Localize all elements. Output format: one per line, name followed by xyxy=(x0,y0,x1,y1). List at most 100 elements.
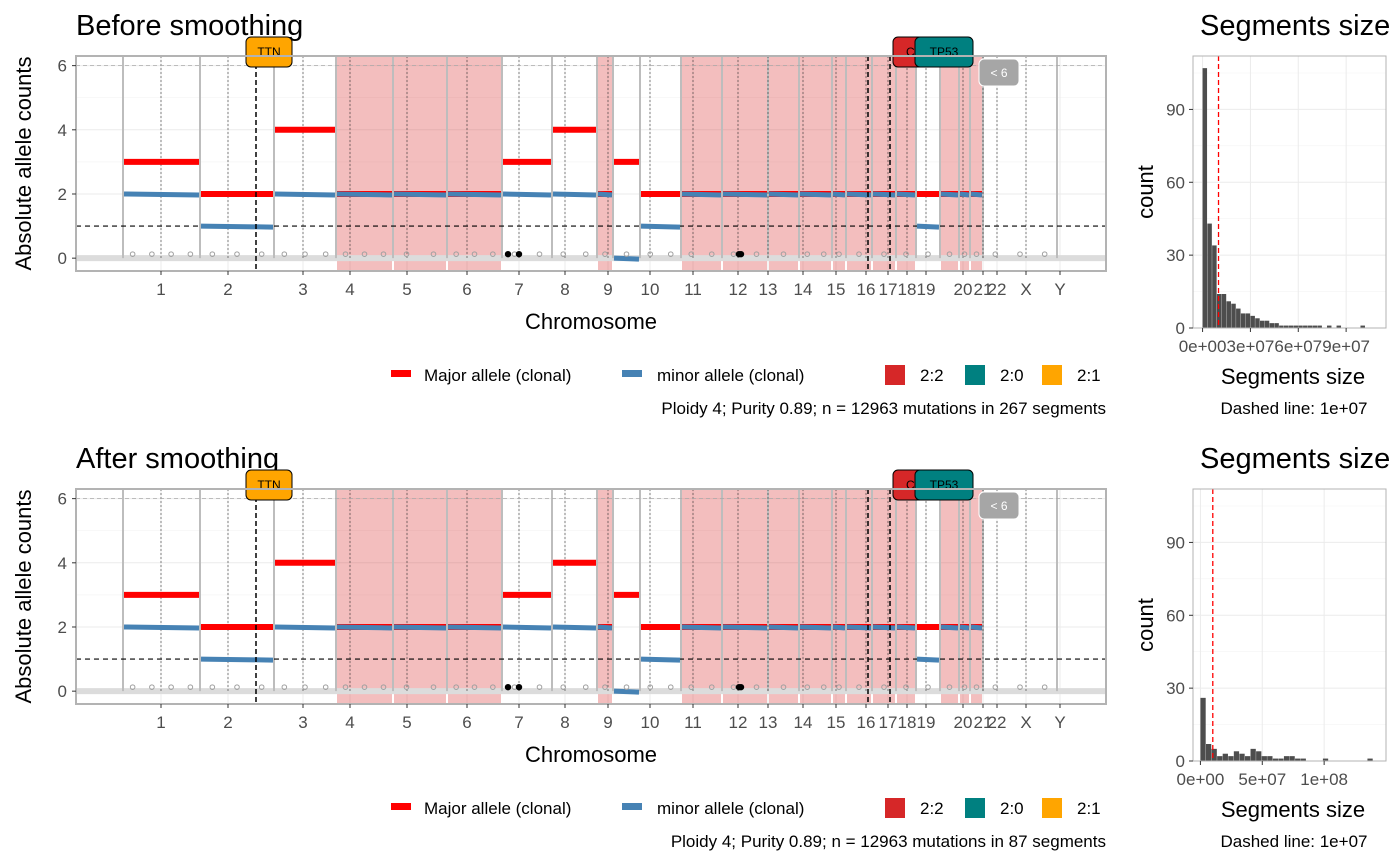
karyotype-region xyxy=(873,56,895,271)
karyotype-region xyxy=(723,56,767,271)
karyotype-region xyxy=(769,56,798,271)
karyotype-region xyxy=(800,56,831,271)
mutation-point xyxy=(903,251,909,257)
histogram-bar xyxy=(1255,318,1260,328)
legend-key-karyotype xyxy=(885,798,905,818)
y-tick-label: 60 xyxy=(1166,173,1185,192)
x-tick-label: 18 xyxy=(898,280,917,299)
mutation-point xyxy=(708,684,715,690)
minor-allele-segment xyxy=(336,624,393,631)
mutation-point xyxy=(1017,251,1023,257)
mutation-point xyxy=(129,684,136,690)
mutation-point xyxy=(688,684,695,690)
legend-label-karyotype: 2:1 xyxy=(1077,366,1101,385)
mutation-point xyxy=(430,251,437,257)
mutation-point xyxy=(820,251,827,257)
minor-allele-segment xyxy=(916,223,940,230)
legend-key-karyotype xyxy=(885,365,905,385)
x-tick-label: 9 xyxy=(603,713,612,732)
mutation-point xyxy=(780,684,787,690)
histogram-bar xyxy=(1293,325,1298,328)
minor-allele-segment xyxy=(846,624,872,631)
driver-label-box xyxy=(245,36,293,68)
histogram-bar xyxy=(1272,758,1279,761)
x-tick-label: 0e+00 xyxy=(1177,770,1225,789)
mutation-point xyxy=(281,251,288,257)
mutation-point xyxy=(667,251,674,257)
x-tick-label: 0e+00 xyxy=(1179,337,1227,356)
x-tick-label: 1 xyxy=(156,713,165,732)
plot-background xyxy=(1193,489,1386,761)
histogram-bar xyxy=(1256,751,1262,761)
mutation-point xyxy=(560,251,567,257)
minor-allele-segment xyxy=(940,191,959,198)
x-tick-label: 12 xyxy=(729,280,748,299)
y-tick-label: 60 xyxy=(1166,606,1185,625)
mutation-point xyxy=(856,251,862,257)
mutation-point xyxy=(302,684,308,690)
mutation-point xyxy=(258,251,265,257)
histogram-bar xyxy=(1226,301,1231,328)
karyotype-region xyxy=(971,56,982,271)
mutation-point xyxy=(403,684,410,690)
histogram-bar xyxy=(1221,294,1227,328)
legend-label-karyotype: 2:0 xyxy=(1000,799,1024,818)
mutation-point xyxy=(804,251,811,257)
legend-label-karyotype: 2:2 xyxy=(920,799,944,818)
histogram-bar xyxy=(1279,325,1284,328)
mutation-point xyxy=(471,251,478,257)
panel-border xyxy=(75,488,1107,705)
mutation-point xyxy=(992,684,999,690)
x-tick-label: 20 xyxy=(954,280,973,299)
karyotype-region xyxy=(800,489,831,704)
mutation-point xyxy=(582,684,589,690)
mutation-point xyxy=(647,251,654,257)
minor-allele-segment xyxy=(200,223,274,230)
mutation-point xyxy=(168,251,174,257)
minor-allele-segment xyxy=(123,191,200,198)
karyotype-region xyxy=(448,489,501,704)
x-tick-label: 6 xyxy=(462,713,471,732)
mutation-point xyxy=(623,684,630,690)
legend-label-karyotype: 2:2 xyxy=(920,366,944,385)
x-tick-label: 19 xyxy=(917,713,936,732)
karyotype-region xyxy=(723,489,767,704)
y-tick-label: 30 xyxy=(1166,679,1185,698)
segment-size-histogram-top: Segments size 0 30 60 90 0e+00 3e+07 6e+07 9e+07… xyxy=(1133,10,1390,418)
legend-key-karyotype xyxy=(965,798,985,818)
minor-allele-segment xyxy=(597,191,613,198)
histogram-bar xyxy=(1326,325,1332,328)
driver-mutation-point xyxy=(515,250,523,258)
histogram-bar xyxy=(1207,223,1212,328)
mutation-point xyxy=(453,684,459,690)
minor-allele-segment xyxy=(393,624,447,631)
driver-label-box xyxy=(914,36,974,68)
x-tick-label: 9e+07 xyxy=(1322,337,1370,356)
minor-allele-segment xyxy=(640,223,681,230)
karyotype-region xyxy=(337,489,392,704)
karyotype-region xyxy=(598,56,612,271)
minor-allele-segment xyxy=(959,191,970,198)
histogram-bar xyxy=(1211,748,1217,761)
mutation-point xyxy=(856,684,862,690)
x-tick-label: 9 xyxy=(603,280,612,299)
driver-mutation-point xyxy=(504,683,512,691)
mutation-point xyxy=(753,251,760,257)
karyotype-region xyxy=(598,489,612,704)
x-tick-label: 16 xyxy=(857,713,876,732)
karyotype-region xyxy=(941,489,958,704)
mutation-point xyxy=(647,684,654,690)
minor-allele-segment xyxy=(722,191,768,198)
x-tick-label: 2 xyxy=(223,713,232,732)
x-tick-label: 1e+08 xyxy=(1300,770,1348,789)
y-tick-label: 2 xyxy=(58,618,67,637)
x-tick-label: 5e+07 xyxy=(1238,770,1286,789)
minor-allele-segment xyxy=(613,255,640,262)
histogram-bar xyxy=(1239,753,1245,761)
histogram-bar xyxy=(1244,756,1251,761)
mutation-point xyxy=(836,684,842,690)
minor-allele-segment xyxy=(799,624,832,631)
mutation-point xyxy=(1041,684,1048,690)
x-tick-label: 8 xyxy=(560,713,569,732)
panel-title: Segments size xyxy=(1200,443,1390,475)
